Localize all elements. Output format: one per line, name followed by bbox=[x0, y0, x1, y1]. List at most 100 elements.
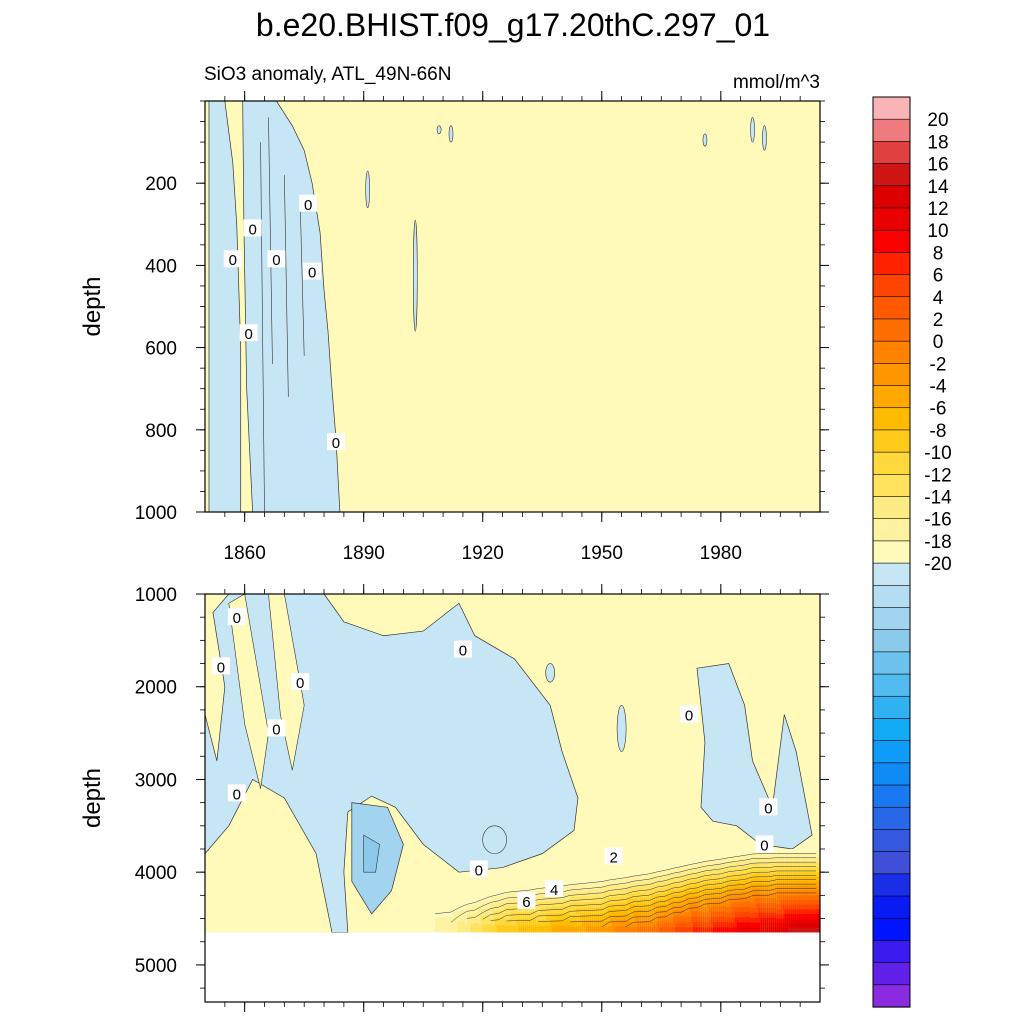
y-tick-label: 400 bbox=[145, 256, 177, 277]
positive-layer-cell bbox=[693, 927, 696, 933]
contour-line bbox=[490, 870, 817, 921]
positive-layer-cell bbox=[623, 926, 626, 933]
positive-layer-cell bbox=[645, 926, 648, 933]
colorbar-label: 14 bbox=[927, 177, 949, 198]
positive-layer-cell bbox=[766, 922, 769, 933]
x-tick-label: 1980 bbox=[700, 543, 742, 564]
positive-layer-cell bbox=[500, 924, 503, 933]
colorbar-swatch bbox=[872, 340, 911, 364]
positive-layer-cell bbox=[728, 927, 732, 933]
contour-line bbox=[601, 888, 817, 928]
positive-layer-cell bbox=[625, 926, 628, 933]
positive-layer-cell bbox=[710, 927, 714, 933]
y-tick-label: 1000 bbox=[135, 503, 177, 524]
contour-label: 0 bbox=[685, 708, 693, 725]
no-data-region bbox=[205, 932, 820, 1002]
positive-layer-cell bbox=[641, 926, 644, 933]
positive-layer-cell bbox=[818, 927, 821, 933]
colorbar-swatch bbox=[872, 252, 911, 276]
positive-layer-cell bbox=[790, 927, 793, 933]
colorbar-swatch bbox=[872, 651, 911, 675]
positive-layer-cell bbox=[558, 925, 561, 933]
colorbar-swatch bbox=[872, 829, 911, 853]
positive-layer-cell bbox=[734, 927, 738, 933]
positive-layer-cell bbox=[631, 921, 634, 933]
positive-layer-cell bbox=[587, 926, 591, 933]
positive-layer-cell bbox=[460, 921, 464, 933]
contour-label: 0 bbox=[244, 326, 252, 343]
positive-layer-cell bbox=[782, 927, 785, 933]
positive-layer-cell bbox=[687, 927, 690, 933]
positive-layer-cell bbox=[520, 925, 523, 933]
positive-layer-cell bbox=[808, 927, 811, 933]
positive-layer-cell bbox=[540, 926, 543, 933]
contour-label: 0 bbox=[332, 435, 340, 452]
contour-label: 0 bbox=[308, 265, 316, 282]
positive-layer-cell bbox=[627, 926, 630, 933]
contour-line bbox=[435, 853, 817, 914]
positive-layer-cell bbox=[633, 926, 636, 933]
colorbar-swatch bbox=[872, 584, 911, 609]
positive-layer-cell bbox=[546, 919, 549, 933]
positive-layer-cell bbox=[800, 927, 803, 933]
contour-blip bbox=[702, 133, 708, 147]
positive-layer-cell bbox=[445, 917, 448, 933]
y-tick-label: 200 bbox=[145, 174, 177, 195]
y-tick-label: 800 bbox=[145, 421, 177, 442]
positive-layer-cell bbox=[530, 925, 533, 933]
x-tick-label: 1920 bbox=[462, 543, 504, 564]
positive-layer-cell bbox=[593, 920, 597, 933]
positive-layer-cell bbox=[661, 921, 664, 933]
contour-line bbox=[284, 174, 289, 397]
positive-layer-cell bbox=[748, 927, 751, 933]
positive-layer-cell bbox=[786, 927, 789, 933]
positive-layer-cell bbox=[449, 917, 452, 933]
colorbar-swatch bbox=[872, 207, 911, 231]
contour-line bbox=[625, 892, 817, 928]
positive-layer-cell bbox=[685, 927, 688, 933]
positive-layer-cell bbox=[585, 926, 589, 933]
subtitle-right: mmol/m^3 bbox=[733, 72, 820, 93]
positive-layer-cell bbox=[581, 926, 585, 933]
positive-layer-cell bbox=[568, 925, 571, 933]
colorbar-swatch bbox=[872, 407, 911, 431]
negative-blob bbox=[482, 825, 507, 854]
positive-layer-cell bbox=[574, 926, 577, 933]
positive-layer-cell bbox=[740, 927, 744, 933]
positive-layer-cell bbox=[441, 917, 444, 933]
contour-blip bbox=[365, 170, 370, 209]
positive-layer-cell bbox=[750, 927, 753, 933]
positive-layer-cell bbox=[802, 927, 805, 933]
contour-line bbox=[268, 117, 273, 365]
positive-layer-cell bbox=[704, 927, 708, 933]
contour-label-box bbox=[227, 784, 246, 802]
positive-layer-cell bbox=[806, 927, 809, 933]
contour-line bbox=[570, 883, 817, 923]
positive-layer-cell bbox=[756, 927, 759, 933]
positive-layer-cell bbox=[528, 925, 531, 933]
positive-layer-cell bbox=[635, 926, 638, 933]
colorbar-swatch bbox=[872, 96, 911, 120]
positive-layer-cell bbox=[447, 917, 450, 933]
positive-layer-cell bbox=[560, 925, 563, 933]
positive-layer-cell bbox=[510, 925, 513, 933]
y-tick-label: 2000 bbox=[135, 678, 177, 699]
positive-layer-cell bbox=[804, 927, 807, 933]
x-tick-label: 1860 bbox=[224, 543, 266, 564]
colorbar-label: -2 bbox=[930, 354, 947, 375]
positive-layer-cell bbox=[583, 926, 587, 933]
positive-layer-cell bbox=[451, 917, 454, 933]
positive-layer-cell bbox=[758, 927, 761, 933]
positive-layer-cell bbox=[552, 926, 555, 933]
colorbar-swatch bbox=[872, 163, 911, 187]
positive-layer-cell bbox=[538, 926, 541, 933]
positive-layer-cell bbox=[677, 927, 680, 933]
positive-layer-cell bbox=[667, 927, 670, 933]
y-tick-label: 3000 bbox=[135, 770, 177, 791]
positive-layer-cell bbox=[623, 920, 626, 933]
colorbar-swatch bbox=[872, 851, 911, 875]
positive-layer-cell bbox=[641, 921, 644, 933]
positive-layer-cell bbox=[716, 927, 720, 933]
